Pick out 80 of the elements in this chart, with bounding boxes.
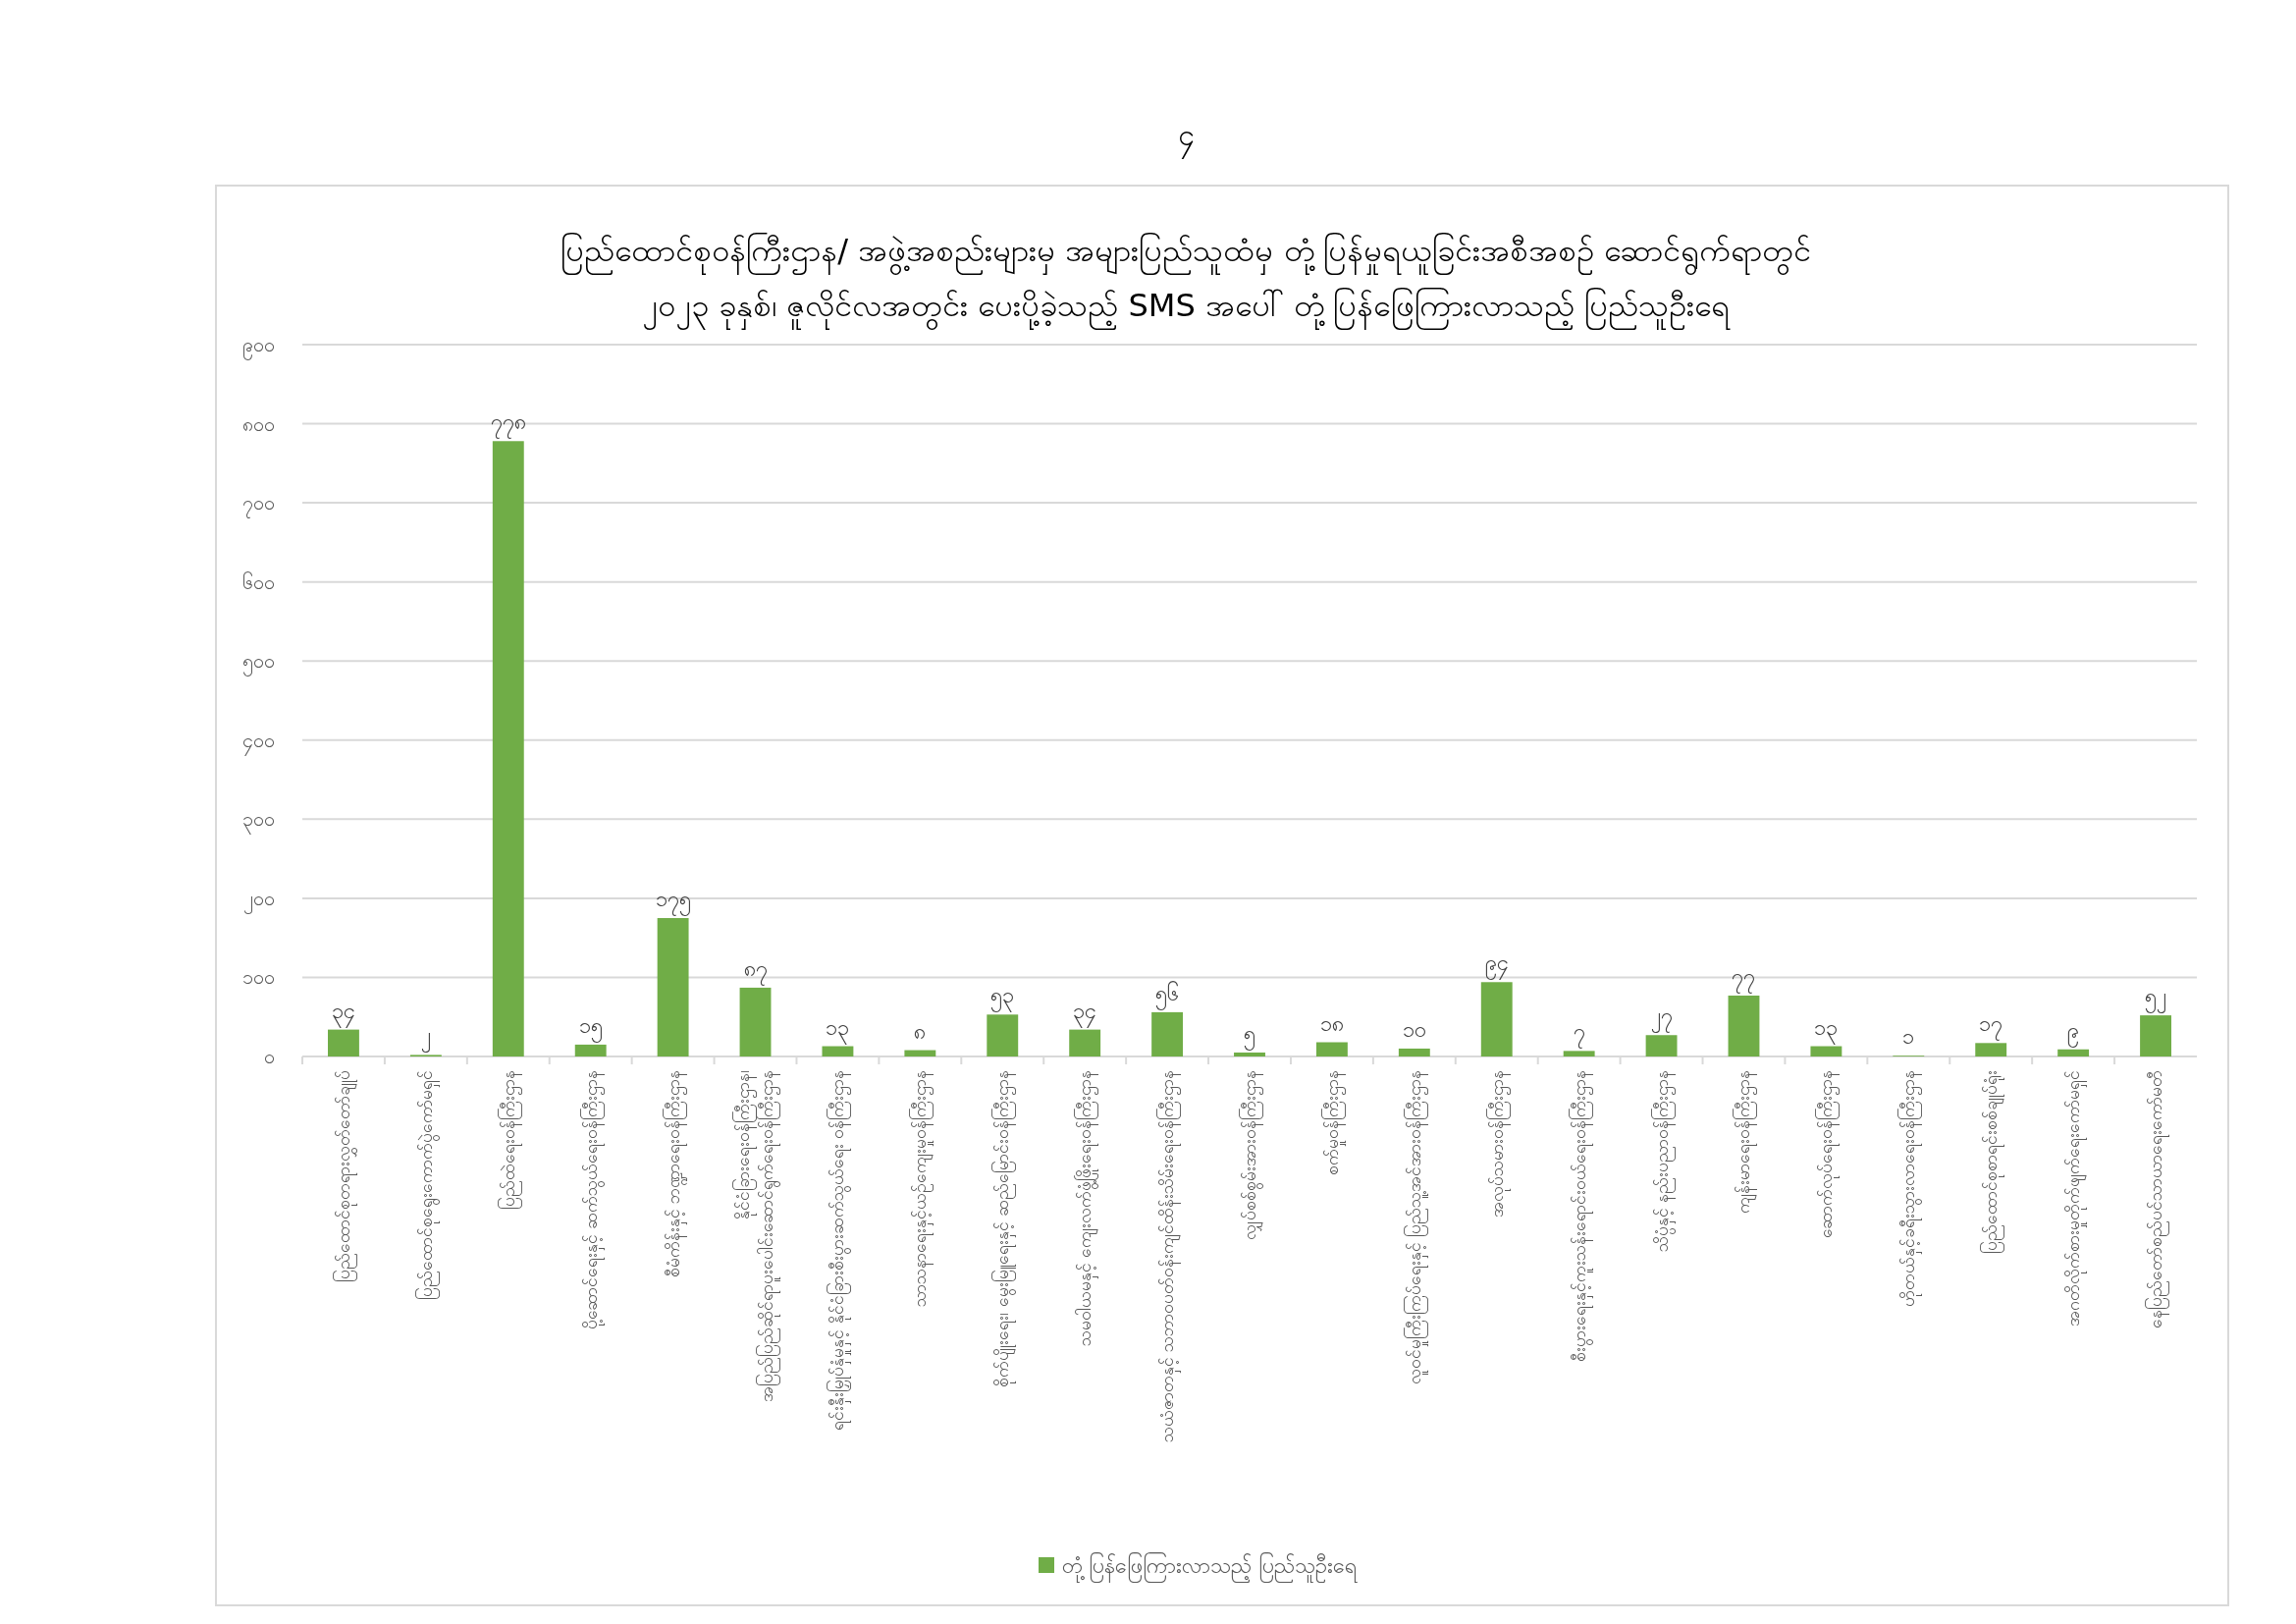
y-tick-label: ၃၀၀ [242, 807, 275, 836]
y-tick-label: ၅၀၀ [242, 649, 275, 677]
y-tick-label: ၀ [264, 1045, 275, 1068]
x-tick-label: သိပ္ပံနှင့် နည်းပညာဝန်ကြီးဌာန [1650, 1070, 1676, 1253]
data-label: ၈၇ [743, 955, 768, 986]
x-tick-label: အလုပ်သမားဝန်ကြီးဌာန [1485, 1070, 1511, 1218]
x-tick-label: အဂတိလိုက်စားမှုတိုက်ဖျက်ရေးကော်မရှင် [2063, 1070, 2088, 1326]
data-label: ၁၃ [1814, 1014, 1839, 1045]
data-label: ၃၄ [331, 998, 355, 1028]
bar [1069, 1029, 1101, 1056]
bar [1315, 1042, 1348, 1056]
x-tick-label: ပြည်ထောင်စုတရားလွှတ်တော်ချုပ် [332, 1070, 357, 1282]
bar [987, 1014, 1019, 1056]
x-tick-label: စိုက်ပျိုးရေး၊ မွေးမြူရေးနှင့် ဆည်မြောင်းဝန်ကြီးဌာန [991, 1070, 1017, 1387]
data-label: ၁၃ [826, 1014, 850, 1045]
bar [1728, 995, 1760, 1056]
bar [657, 918, 689, 1056]
bar [1645, 1035, 1678, 1056]
data-label: ၁၇ [1979, 1011, 2003, 1042]
bar [739, 987, 772, 1056]
y-tick-label: ၈၀၀ [242, 411, 275, 436]
x-tick-label: သာသနာရေးနှင့်ယဉ်ကျေးမှုဝန်ကြီးဌာန [909, 1070, 934, 1307]
y-tick-label: ၆၀၀ [242, 569, 275, 594]
data-label: ၅၂ [2145, 984, 2167, 1014]
x-tick-label: ပို့ဆောင်ရေးနှင့် ဆက်သွယ်ရေးဝန်ကြီးဌာန [579, 1070, 605, 1330]
data-label: ၂၇ [1650, 1003, 1673, 1034]
bar [1975, 1043, 2007, 1056]
x-tick-label: ပြည်ထောင်စုစာရင်းစစ်ချုပ်ရုံး [1980, 1070, 2005, 1254]
x-tick-label: ပြည်ထောင်စုရွေးကောက်ပွဲကော်မရှင် [414, 1070, 440, 1300]
y-tick-label: ၄၀၀ [242, 728, 275, 756]
bar [1234, 1052, 1265, 1056]
x-tick-label: လျှပ်စစ်စွမ်းအားဝန်ကြီးဌာန [1238, 1070, 1263, 1240]
data-label: ၃၄ [1073, 998, 1097, 1028]
bar [1398, 1048, 1430, 1056]
x-tick-label: စီမံကိန်းနှင့် ဘဏ္ဍာရေးဝန်ကြီးဌာန [662, 1070, 687, 1278]
y-tick-label: ၉၀၀ [242, 333, 275, 360]
x-tick-label: စီးပွားရေးနှင့်ကူးသန်းရောင်းဝယ်ရေးဝန်ကြီးဌာန [1568, 1070, 1593, 1362]
bar [1151, 1011, 1184, 1056]
bar [822, 1046, 854, 1056]
data-label: ၁၀ [1402, 1016, 1426, 1042]
x-tick-label: နိုင်ငံခြားရေးဝန်ကြီးဌာန၊ အပြည်ပြည်ဆိုင်ရာပူးပေါင်းဆောင်ရွက်ရေးဝန်ကြီးဌာန [732, 1070, 781, 1402]
x-tick-label: စက်မှုဝန်ကြီးဌာန [1320, 1070, 1346, 1175]
data-label: ၅၆ [1155, 980, 1180, 1010]
y-tick-label: ၁၀၀ [242, 965, 275, 990]
data-label: ၂ [420, 1023, 431, 1054]
data-label: ၉၄ [1484, 950, 1509, 981]
bar [1810, 1046, 1842, 1056]
bar [328, 1029, 359, 1056]
text: ၄ [1177, 118, 1195, 159]
x-tick-label: ဆောက်လုပ်ရေးဝန်ကြီးဌာန [1815, 1070, 1841, 1238]
bar [2057, 1049, 2090, 1056]
x-tick-label: နေပြည်တော်စည်ပင်သာယာရေးကော်မတီ [2144, 1070, 2169, 1328]
data-label: ၅ [1244, 1020, 1255, 1051]
x-tick-label: သမဝါယမနှင့် ကျေးလက်ဖွံ့ဖြိုးရေးဝန်ကြီးဌာန [1074, 1070, 1099, 1347]
x-tick-label: လူဝင်မှုကြီးကြပ်ရေးနှင့် ပြည်သူ့အင်အားဝန်ကြီးဌာန [1403, 1070, 1428, 1385]
bar [1480, 982, 1513, 1056]
y-tick-label: ၂၀၀ [243, 886, 275, 914]
data-label: ၇၇၈ [490, 409, 526, 440]
y-tick-label: ၇၀၀ [242, 491, 275, 519]
data-label: ၁ [1902, 1024, 1915, 1050]
legend-label: တုံ့ပြန်ဖြေကြားလာသည့် ပြည်သူဦးရေ [1062, 1551, 1358, 1583]
bar [574, 1044, 607, 1056]
data-label: ၁၇၅ [655, 887, 691, 917]
bar [904, 1050, 936, 1056]
data-label: ၁၈ [1319, 1010, 1344, 1036]
data-label: ၇ [1573, 1019, 1585, 1050]
bar [2140, 1015, 2171, 1056]
chart-title: ပြည်ထောင်စုဝန်ကြီးဌာန/ အဖွဲ့အစည်းများမှ အများပြည်သူထံမှ တုံ့ပြန်မှုရယူခြင်းအစီအစဉ် ဆောင်ရွက်ရာတွင် ၂၀၂၃ ခုနှစ်၊ ဇူလိုင်လအတွင်း ပေးပို့ခဲ့သည့် SMS အပေါ် တုံ့ပြန်ဖြေကြားလာသည့် ပြည်သူဦးရေ [561, 232, 1811, 330]
x-tick-label: ကျန်းမာရေးဝန်ကြီးဌာန [1733, 1070, 1758, 1214]
data-label: ၉ [2067, 1017, 2080, 1048]
bar [492, 441, 524, 1056]
x-tick-label: ရင်းနှီးမြှုပ်နှံမှုနှင့် နိုင်ငံခြားစီးပွားဆက်သွယ်ရေး ဝန်ကြီးဌာန [827, 1070, 852, 1431]
x-tick-label: ဟိုတယ်နှင့်ခရီးသွားလာရေးဝန်ကြီးဌာန [1897, 1070, 1923, 1307]
x-tick-label: သယံဇာတနှင့် သဘာဝပတ်ဝန်းကျင်ထိန်းသိမ်းရေးဝန်ကြီးဌာန [1156, 1070, 1182, 1443]
x-tick-label: ပြည်ထဲရေးဝန်ကြီးဌာန [497, 1070, 522, 1210]
bar [1563, 1051, 1595, 1056]
data-label: ၇၇ [1732, 963, 1756, 994]
data-label: ၁၅ [578, 1012, 603, 1043]
data-label: ၅၃ [990, 983, 1015, 1013]
data-label: ၈ [914, 1018, 927, 1044]
